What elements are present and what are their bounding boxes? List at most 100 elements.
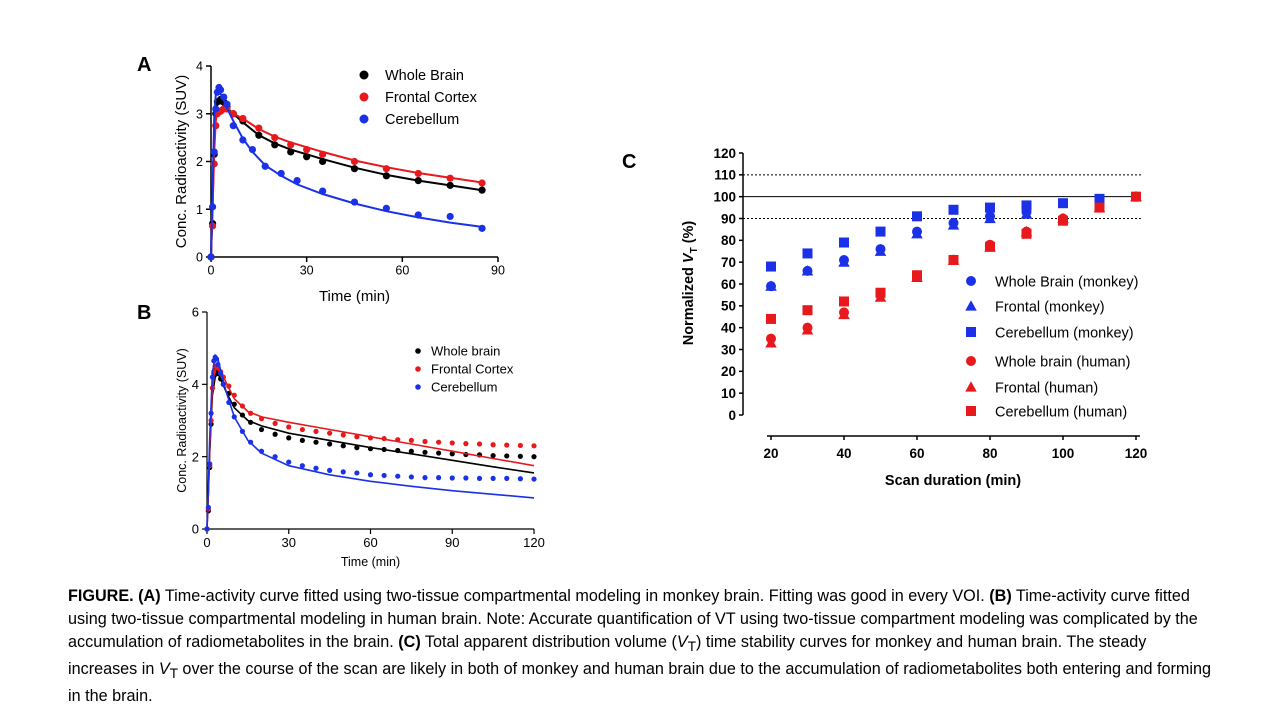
panel-a-legend-label-whole-brain: Whole Brain — [385, 68, 464, 84]
panel-c-data-point-cerebellum-monkey — [985, 202, 995, 213]
panel-b-data-point-frontal-cortex — [327, 430, 333, 436]
panel-b-data-point-cerebellum — [226, 399, 232, 406]
panel-a-x-tick-label: 60 — [395, 264, 409, 278]
panel-a-x-tick-label: 90 — [491, 264, 505, 278]
panel-b-x-tick-label: 120 — [523, 535, 545, 550]
panel-c-data-point-frontal-human — [801, 324, 814, 335]
panel-c-y-tick-label: 50 — [721, 299, 736, 314]
panel-a-data-point-whole-brain — [303, 153, 311, 161]
panel-b-data-point-cerebellum — [476, 475, 483, 481]
panel-b-data-point-frontal-cortex — [531, 443, 537, 449]
panel-b-y-tick-label: 6 — [192, 305, 199, 320]
panel-b-data-point-whole-brain — [327, 441, 333, 447]
panel-b-data-point-cerebellum — [531, 476, 537, 482]
panel-b-data-point-cerebellum — [436, 475, 442, 481]
panel-b-data-point-cerebellum — [504, 475, 510, 481]
panel-b-data-point-frontal-cortex — [422, 438, 428, 445]
panel-b-legend-marker-cerebellum — [415, 384, 421, 390]
panel-a-legend-marker-frontal-cortex — [359, 92, 369, 102]
panel-b-data-point-frontal-cortex — [299, 426, 305, 433]
panel-c-legend-label-frontal-monkey: Frontal (monkey) — [995, 299, 1105, 315]
panel-c-y-tick-label: 110 — [714, 168, 736, 183]
panel-a-data-point-whole-brain — [319, 157, 327, 166]
panel-a-data-point-cerebellum — [248, 145, 257, 154]
panel-b-data-point-cerebellum — [340, 469, 346, 475]
panel-b-legend-marker-whole-brain — [415, 348, 421, 354]
panel-c-legend-marker-cerebellum-monkey — [966, 327, 976, 337]
panel-b-fit-line-cerebellum — [206, 353, 535, 530]
panel-b-data-point-frontal-cortex — [272, 420, 278, 426]
panel-b-data-point-frontal-cortex — [231, 392, 237, 398]
panel-c-y-tick-label: 30 — [721, 342, 736, 357]
panel-a-y-tick-label: 1 — [196, 203, 203, 217]
panel-a-data-point-frontal-cortex — [319, 150, 327, 158]
panel-c-x-tick-label: 120 — [1125, 446, 1148, 461]
caption-a-tag: FIGURE. (A) — [68, 587, 161, 605]
panel-a-data-point-cerebellum — [207, 253, 215, 261]
panel-c-data-point-cerebellum-human — [1131, 191, 1141, 202]
panel-b-data-point-frontal-cortex — [463, 441, 469, 447]
panel-a-data-point-frontal-cortex — [255, 124, 263, 132]
panel-b-y-tick-label: 0 — [192, 522, 199, 537]
panel-c-data-point-cerebellum-monkey — [1021, 200, 1032, 211]
panel-c-data-point-cerebellum-monkey — [1094, 193, 1105, 204]
panel-c-data-point-cerebellum-human — [985, 241, 995, 252]
panel-b-y-tick-label: 2 — [192, 449, 199, 464]
panel-b-data-point-cerebellum — [231, 414, 237, 420]
panel-c-data-point-cerebellum-human — [802, 305, 813, 316]
panel-c-x-tick-label: 80 — [982, 446, 997, 461]
panel-b-data-point-whole-brain — [354, 445, 360, 451]
panel-b-data-point-frontal-cortex — [354, 434, 360, 440]
panel-a-data-point-cerebellum — [229, 122, 237, 130]
panel-c-data-point-frontal-monkey — [911, 228, 923, 239]
panel-b-data-point-frontal-cortex — [226, 383, 232, 389]
panel-a-data-point-cerebellum — [350, 198, 359, 206]
panel-c-legend-marker-frontal-monkey — [965, 300, 977, 311]
panel-b-data-point-cerebellum — [258, 448, 265, 454]
panel-c-data-point-cerebellum-human — [912, 270, 922, 281]
panel-a-data-point-frontal-cortex — [350, 157, 359, 166]
panel-b-data-point-whole-brain — [408, 448, 414, 454]
panel-c-x-tick-label: 20 — [763, 446, 778, 461]
panel-b-data-point-frontal-cortex — [381, 435, 387, 442]
panel-a-y-tick-label: 3 — [196, 107, 203, 121]
panel-c-legend-label-whole-brain-monkey: Whole Brain (monkey) — [995, 274, 1138, 290]
panel-b-x-tick-label: 30 — [282, 535, 296, 550]
panel-a-data-point-whole-brain — [382, 172, 390, 180]
panel-b-x-axis-label: Time (min) — [341, 555, 400, 569]
panel-b-data-point-frontal-cortex — [408, 437, 414, 443]
panel-b-data-point-frontal-cortex — [490, 442, 496, 448]
panel-c-legend-label-cerebellum-human: Cerebellum (human) — [995, 404, 1127, 420]
panel-b-y-axis-label: Conc. Radioactivity (SUV) — [175, 348, 189, 493]
panel-a-legend-label-frontal-cortex: Frontal Cortex — [385, 90, 478, 106]
panel-a-data-point-frontal-cortex — [414, 169, 422, 178]
panel-a-data-point-whole-brain — [478, 186, 486, 194]
caption-a-text: Time-activity curve fitted using two-tis… — [160, 587, 990, 605]
panel-c-x-tick-label: 60 — [909, 446, 924, 461]
panel-b-data-point-cerebellum — [218, 370, 224, 377]
panel-b-data-point-whole-brain — [258, 426, 265, 433]
panel-b-data-point-cerebellum — [204, 526, 210, 532]
caption-b-tag: (B) — [989, 587, 1012, 605]
panel-a-data-point-cerebellum — [239, 136, 247, 144]
panel-b-data-point-frontal-cortex — [340, 432, 346, 438]
panel-c-data-point-cerebellum-monkey — [802, 248, 813, 259]
panel-b-y-tick-label: 4 — [192, 377, 199, 392]
panel-b-letter: B — [137, 302, 151, 324]
panel-a-legend-marker-cerebellum — [359, 114, 369, 124]
panel-a-x-tick-label: 30 — [300, 264, 314, 278]
panel-a-data-point-cerebellum — [220, 93, 228, 101]
panel-c-y-tick-label: 20 — [721, 364, 736, 379]
panel-c-y-axis-label: Normalized VT (%) — [681, 221, 700, 346]
panel-a-data-point-whole-brain — [414, 177, 422, 185]
panel-b-data-point-frontal-cortex — [313, 428, 319, 434]
panel-a-data-point-cerebellum — [208, 203, 217, 211]
panel-b-data-point-cerebellum — [313, 465, 319, 471]
panel-a-data-point-cerebellum — [210, 148, 218, 156]
panel-a-data-point-cerebellum — [216, 86, 225, 94]
panel-b-data-point-frontal-cortex — [286, 424, 292, 430]
panel-c-x-tick-label: 100 — [1052, 446, 1075, 461]
caption-c-text-3: over the course of the scan are likely i… — [68, 660, 1211, 706]
panel-c-x-tick-label: 40 — [836, 446, 851, 461]
